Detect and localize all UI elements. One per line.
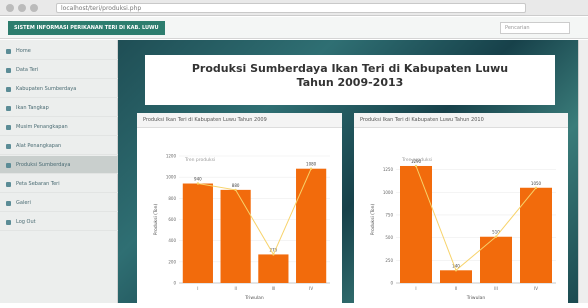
y-axis-label: Produksi (Ton) xyxy=(370,203,376,235)
chart-panel: Produksi Ikan Teri di Kabupaten Luwu Tah… xyxy=(137,113,342,303)
y-tick-label: 800 xyxy=(168,196,176,201)
x-tick-label: I xyxy=(197,286,198,291)
scrollbar[interactable] xyxy=(578,40,588,303)
menu-item[interactable]: Data Teri xyxy=(0,61,118,79)
trend-point xyxy=(415,165,417,167)
menu-item[interactable]: Produksi Sumberdaya xyxy=(0,156,118,174)
x-tick-label: IV xyxy=(309,286,313,291)
chart: 0 200 400 600 800 1000 1200 Produksi (Ton) Triwu… xyxy=(137,128,342,304)
trend-point xyxy=(310,168,312,170)
bar xyxy=(440,270,472,283)
x-tick-label: II xyxy=(234,286,236,291)
bar xyxy=(480,237,512,283)
address-bar[interactable]: localhost/teri/produksi.php xyxy=(56,3,526,13)
x-axis-label: Triwulan xyxy=(244,295,264,301)
trend-point xyxy=(197,182,199,184)
x-tick-label: I xyxy=(415,286,416,291)
y-tick-label: 200 xyxy=(168,259,176,264)
menu-icon xyxy=(6,106,11,111)
value-label: 940 xyxy=(194,177,202,182)
x-tick-label: IV xyxy=(534,286,538,291)
menu-icon xyxy=(6,87,11,92)
y-tick-label: 0 xyxy=(173,281,176,286)
trend-line xyxy=(198,169,311,255)
menu-item[interactable]: Log Out xyxy=(0,213,118,231)
trend-point xyxy=(535,187,537,189)
menu-item[interactable]: Alat Penangkapan xyxy=(0,137,118,155)
x-axis-label: Triwulan xyxy=(466,295,486,301)
menu-icon xyxy=(6,144,11,149)
menu-icon xyxy=(6,182,11,187)
bar xyxy=(183,184,213,283)
subtitle-line: Tahun 2009-2013 xyxy=(145,76,555,90)
value-label: 1080 xyxy=(306,162,317,167)
brand[interactable]: SISTEM INFORMASI PERIKANAN TERI DI KAB. … xyxy=(8,21,165,35)
screen: {"browser": {"url": "localhost/teri/prod… xyxy=(0,0,588,303)
legend: Tren produksi xyxy=(184,157,215,163)
trend-line xyxy=(416,166,536,270)
page-title: Produksi Sumberdaya Ikan Teri di Kabupat… xyxy=(145,62,555,90)
y-tick-label: 400 xyxy=(168,238,176,243)
menu-item[interactable]: Kabupaten Sumberdaya xyxy=(0,80,118,98)
x-tick-label: III xyxy=(272,286,276,291)
menu-item[interactable]: Home xyxy=(0,42,118,60)
menu-item[interactable]: Galeri xyxy=(0,194,118,212)
chart-title: Produksi Ikan Teri di Kabupaten Luwu Tah… xyxy=(354,113,568,128)
back-button[interactable] xyxy=(6,4,14,12)
forward-button[interactable] xyxy=(18,4,26,12)
bar xyxy=(221,190,251,283)
menu-icon xyxy=(6,201,11,206)
value-label: 1050 xyxy=(531,181,542,186)
y-tick-label: 1250 xyxy=(383,167,394,172)
y-axis-label: Produksi (Ton) xyxy=(153,203,159,235)
menu-icon xyxy=(6,220,11,225)
menu-icon xyxy=(6,125,11,130)
search-box[interactable]: Pencarian xyxy=(500,22,570,34)
bar xyxy=(400,166,432,283)
menu-icon xyxy=(6,163,11,168)
chart-title: Produksi Ikan Teri di Kabupaten Luwu Tah… xyxy=(137,113,342,128)
y-tick-label: 250 xyxy=(385,258,393,263)
menu-icon xyxy=(6,49,11,54)
menu-item[interactable]: Musim Penangkapan xyxy=(0,118,118,136)
y-tick-label: 600 xyxy=(168,217,176,222)
y-tick-label: 1000 xyxy=(383,190,394,195)
y-tick-label: 0 xyxy=(390,281,393,286)
y-tick-label: 1000 xyxy=(166,175,177,180)
chart: 0 250 500 750 1000 1250 Produksi (Ton) Triwulan… xyxy=(354,128,568,304)
menu-item[interactable]: Peta Sebaran Teri xyxy=(0,175,118,193)
x-tick-label: II xyxy=(455,286,457,291)
trend-point xyxy=(495,236,497,238)
bar xyxy=(258,254,288,283)
trend-point xyxy=(455,269,457,271)
y-tick-label: 500 xyxy=(385,235,393,240)
chart-panel: Produksi Ikan Teri di Kabupaten Luwu Tah… xyxy=(354,113,568,303)
menu-icon xyxy=(6,68,11,73)
x-tick-label: III xyxy=(494,286,498,291)
value-label: 880 xyxy=(232,183,240,188)
y-tick-label: 750 xyxy=(385,212,393,217)
value-label: 1290 xyxy=(411,159,422,164)
reload-button[interactable] xyxy=(30,4,38,12)
trend-point xyxy=(272,253,274,255)
trend-point xyxy=(234,189,236,191)
bar xyxy=(296,169,326,283)
menu-item[interactable]: Ikan Tangkap xyxy=(0,99,118,117)
y-tick-label: 1200 xyxy=(166,154,177,159)
title-line: Produksi Sumberdaya Ikan Teri di Kabupat… xyxy=(145,62,555,76)
